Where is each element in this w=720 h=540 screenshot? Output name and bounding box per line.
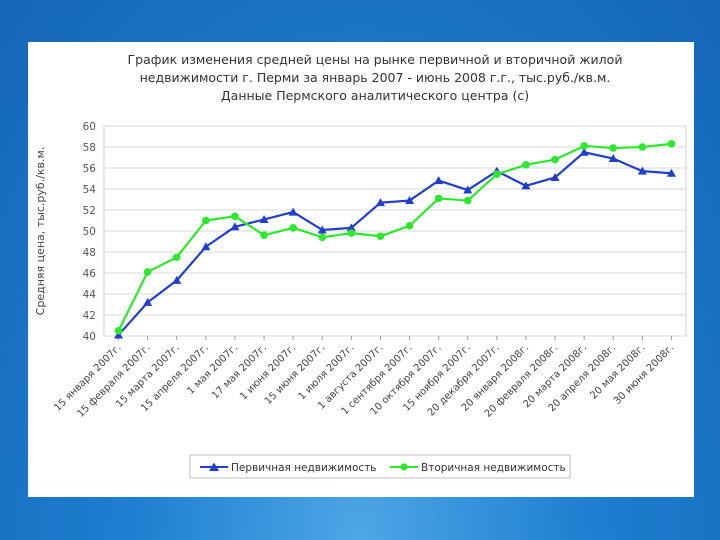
line-chart: График изменения средней цены на рынке п… [34, 52, 687, 479]
secondary-data-point [143, 268, 152, 276]
series-line-primary [117, 151, 672, 336]
y-tick-label: 52 [83, 205, 96, 217]
secondary-data-point [667, 140, 676, 148]
secondary-data-point [376, 232, 385, 241]
primary-data-point [521, 181, 531, 190]
secondary-data-point [580, 142, 588, 150]
secondary-data-point [522, 161, 530, 169]
secondary-data-point [493, 170, 501, 179]
series-line-secondary [117, 142, 672, 332]
y-axis-label: Средняя цена, тыс.руб./кв.м. [34, 147, 47, 316]
chart-legend: Первичная недвижимость Вторичная недвижи… [189, 454, 571, 479]
legend-primary-triangle-marker [209, 462, 219, 471]
secondary-data-point [434, 194, 443, 203]
secondary-data-point [463, 196, 472, 205]
primary-data-point [288, 207, 298, 216]
y-tick-label: 44 [83, 289, 97, 301]
secondary-data-point [405, 221, 414, 230]
primary-data-point [201, 242, 211, 251]
primary-data-point [317, 225, 327, 234]
secondary-data-point [289, 224, 297, 232]
primary-data-point [405, 196, 415, 205]
y-tick-label: 56 [83, 163, 97, 175]
secondary-data-point [551, 155, 559, 164]
primary-data-point [666, 168, 676, 177]
legend-box [189, 454, 571, 479]
primary-data-point [259, 214, 269, 223]
chart-title: График изменения средней цены на рынке п… [128, 52, 623, 103]
secondary-data-point [318, 233, 327, 242]
legend-secondary-circle-marker [400, 463, 408, 471]
primary-data-point [375, 198, 385, 207]
primary-data-point [463, 185, 473, 194]
primary-data-point [550, 172, 560, 181]
y-tick-label: 50 [83, 226, 96, 238]
x-axis-ticks: 15 января 2007г.15 февраля 2007г.15 март… [52, 336, 677, 420]
y-tick-label: 46 [83, 268, 97, 280]
primary-data-point [608, 154, 618, 163]
chart-title-line-3: Данные Пермского аналитического центра (… [221, 88, 529, 103]
secondary-data-point [638, 143, 647, 151]
primary-data-point [230, 222, 240, 231]
secondary-data-point [172, 253, 181, 262]
y-axis-ticks: 40 42 44 46 48 50 52 54 56 58 60 [83, 121, 97, 343]
y-tick-label: 60 [83, 121, 96, 133]
y-tick-label: 40 [83, 331, 96, 343]
y-tick-label: 58 [83, 142, 96, 154]
chart-title-line-1: График изменения средней цены на рынке п… [128, 52, 623, 67]
secondary-data-point [114, 326, 123, 335]
primary-data-point [434, 176, 444, 185]
y-tick-label: 48 [83, 247, 96, 259]
secondary-data-point [231, 212, 239, 221]
y-tick-label: 42 [83, 310, 96, 322]
chart-title-line-2: недвижимости г. Перми за январь 2007 - и… [140, 70, 611, 85]
secondary-data-point [609, 144, 618, 152]
primary-data-point [172, 275, 182, 284]
secondary-data-point [347, 229, 356, 237]
primary-data-point [637, 166, 647, 175]
y-tick-label: 54 [83, 184, 97, 196]
primary-data-point [579, 147, 589, 156]
secondary-data-point [260, 231, 268, 239]
secondary-data-point [202, 216, 210, 225]
legend-secondary-label: Вторичная недвижимость [421, 462, 566, 474]
primary-data-point [143, 297, 153, 306]
legend-primary-label: Первичная недвижимость [231, 462, 377, 474]
primary-data-point [346, 223, 356, 232]
chart-panel: График изменения средней цены на рынке п… [28, 42, 694, 497]
series-layer [114, 140, 676, 339]
